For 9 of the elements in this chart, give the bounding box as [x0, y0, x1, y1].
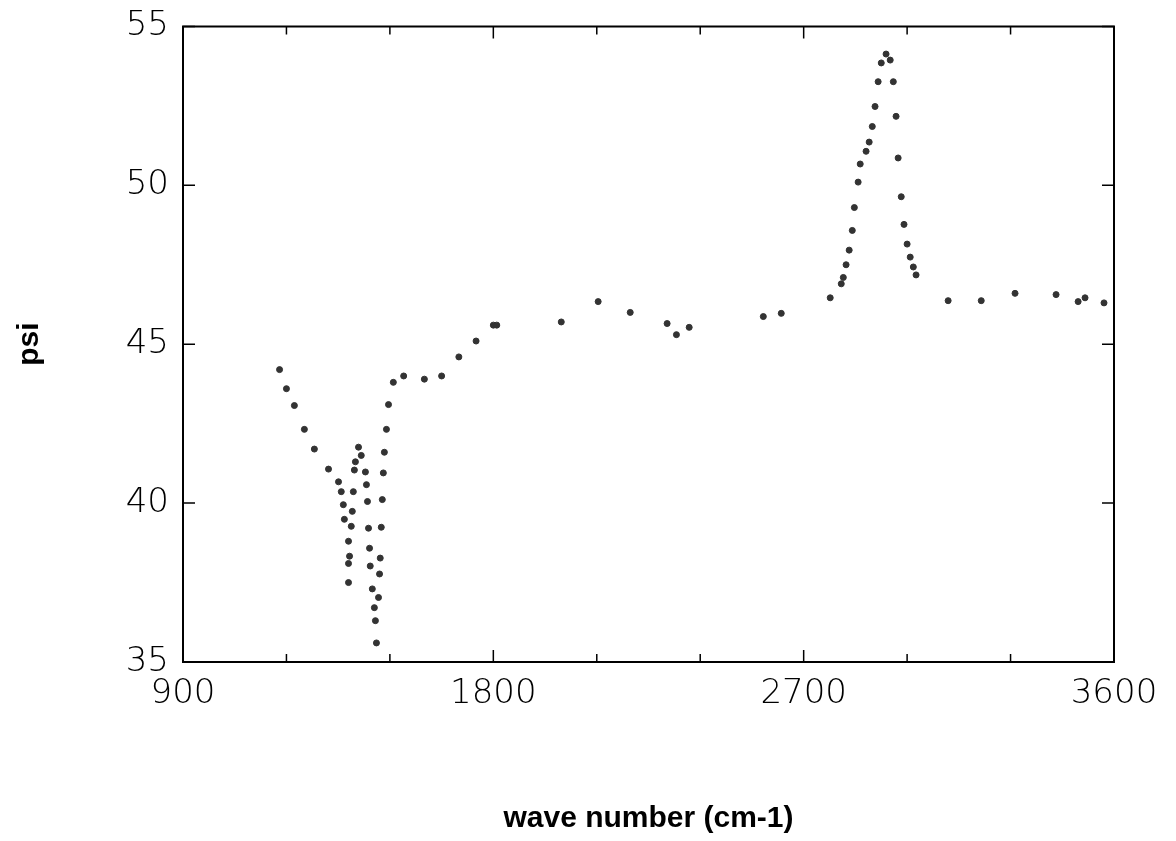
x-axis-title: wave number (cm-1): [502, 800, 794, 834]
x-tick-label: 3600: [1070, 671, 1158, 712]
x-tick-label: 1800: [450, 671, 537, 712]
x-tick-label: 2700: [760, 671, 847, 712]
y-axis-title: psi: [11, 322, 45, 366]
y-tick-label: 50: [125, 162, 169, 203]
y-tick-label: 55: [125, 3, 169, 44]
y-tick-label: 40: [125, 479, 169, 520]
y-tick-label: 45: [125, 321, 169, 362]
